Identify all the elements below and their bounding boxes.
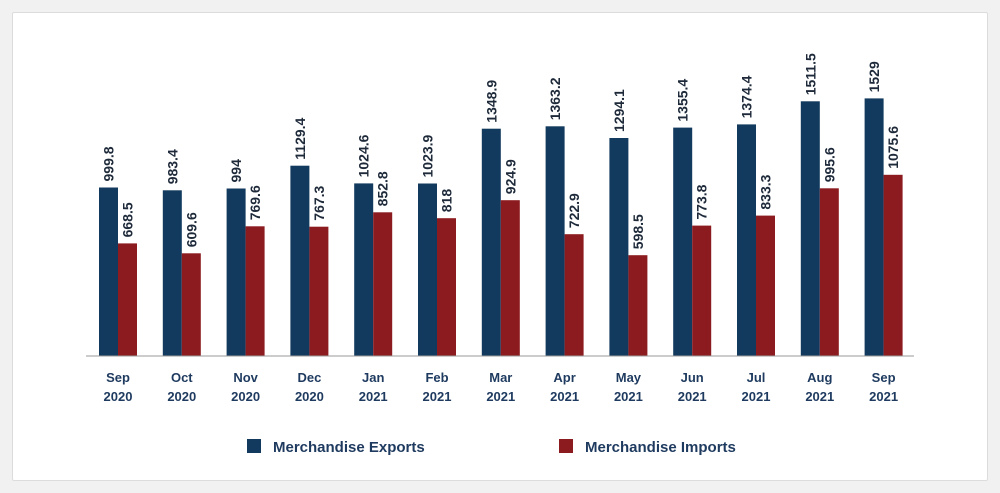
bar-imports-6	[500, 200, 520, 356]
value-label-exports-10: 1374.4	[739, 75, 755, 118]
value-label-imports-6: 924.9	[502, 159, 518, 194]
legend: Merchandise Exports Merchandise Imports	[247, 439, 736, 456]
x-tick-month-9: Jun	[681, 370, 704, 385]
bar-imports-5	[437, 218, 456, 356]
legend-label-imports: Merchandise Imports	[585, 439, 736, 456]
x-tick-month-7: Apr	[553, 370, 575, 385]
x-tick-year-1: 2020	[167, 389, 196, 404]
bar-exports-12	[864, 98, 884, 357]
value-label-exports-7: 1363.2	[547, 77, 563, 120]
bar-exports-10	[737, 124, 756, 357]
value-label-imports-7: 722.9	[566, 193, 582, 228]
value-label-imports-0: 668.5	[120, 202, 136, 237]
value-label-imports-8: 598.5	[630, 214, 646, 249]
x-tick-year-0: 2020	[104, 389, 133, 404]
x-tick-year-4: 2021	[359, 389, 388, 404]
bar-imports-4	[373, 212, 393, 356]
value-label-imports-10: 833.3	[758, 174, 774, 209]
bar-exports-0	[99, 187, 118, 356]
bar-exports-6	[481, 128, 501, 356]
value-label-imports-11: 995.6	[821, 147, 837, 182]
x-tick-month-2: Nov	[233, 370, 258, 385]
value-label-exports-12: 1529	[866, 61, 882, 92]
value-label-imports-9: 773.8	[694, 184, 710, 219]
bar-exports-1	[162, 190, 182, 356]
x-tick-month-5: Feb	[425, 370, 448, 385]
legend-label-exports: Merchandise Exports	[273, 439, 425, 456]
value-label-imports-5: 818	[439, 189, 455, 213]
x-tick-year-6: 2021	[486, 389, 515, 404]
x-tick-month-6: Mar	[489, 370, 512, 385]
value-label-imports-1: 609.6	[183, 212, 199, 247]
x-tick-year-5: 2021	[423, 389, 452, 404]
bar-exports-7	[545, 126, 565, 356]
value-label-imports-3: 767.3	[311, 185, 327, 220]
x-tick-month-0: Sep	[106, 370, 130, 385]
x-tick-month-10: Jul	[747, 370, 766, 385]
x-tick-year-8: 2021	[614, 389, 643, 404]
bar-exports-5	[418, 183, 437, 356]
x-tick-year-12: 2021	[869, 389, 898, 404]
x-tick-month-3: Dec	[297, 370, 321, 385]
bar-exports-8	[609, 138, 629, 356]
value-label-exports-2: 994	[228, 159, 244, 183]
bar-imports-10	[756, 215, 775, 356]
bar-imports-3	[309, 226, 329, 356]
bar-imports-2	[245, 226, 265, 356]
value-label-imports-2: 769.6	[247, 185, 263, 220]
bar-imports-0	[118, 243, 137, 356]
legend-swatch-exports	[247, 439, 261, 453]
value-label-exports-4: 1024.6	[356, 134, 372, 177]
legend-swatch-imports	[559, 439, 573, 453]
x-tick-month-8: May	[616, 370, 642, 385]
value-label-exports-11: 1511.5	[802, 53, 818, 95]
x-tick-month-4: Jan	[362, 370, 384, 385]
bar-imports-12	[883, 174, 903, 356]
bar-exports-9	[673, 127, 693, 356]
value-label-imports-12: 1075.6	[885, 126, 901, 169]
value-label-exports-8: 1294.1	[611, 89, 627, 132]
x-tick-month-12: Sep	[872, 370, 896, 385]
value-label-exports-0: 999.8	[101, 146, 117, 181]
bar-imports-8	[628, 255, 648, 356]
bar-imports-1	[181, 253, 201, 356]
bar-imports-9	[692, 225, 712, 356]
x-tick-month-11: Aug	[807, 370, 832, 385]
x-tick-year-10: 2021	[742, 389, 771, 404]
value-label-exports-1: 983.4	[164, 149, 180, 184]
value-label-exports-9: 1355.4	[675, 79, 691, 122]
x-tick-year-11: 2021	[805, 389, 834, 404]
x-tick-year-7: 2021	[550, 389, 579, 404]
x-tick-year-3: 2020	[295, 389, 324, 404]
bar-imports-7	[564, 234, 584, 356]
bar-exports-3	[290, 165, 310, 356]
bar-exports-4	[354, 183, 374, 356]
value-label-imports-4: 852.8	[375, 171, 391, 206]
x-tick-labels-group: Sep 2020 Oct 2020 Nov 2020 Dec 2020 Jan 2021 Feb 20…	[104, 370, 899, 404]
value-label-exports-5: 1023.9	[420, 134, 436, 177]
value-label-exports-3: 1129.4	[292, 117, 308, 159]
bars-group	[99, 98, 903, 357]
x-tick-year-9: 2021	[678, 389, 707, 404]
value-label-exports-6: 1348.9	[483, 80, 499, 123]
x-tick-year-2: 2020	[231, 389, 260, 404]
bar-exports-2	[226, 188, 246, 356]
bar-imports-11	[819, 188, 839, 356]
x-tick-month-1: Oct	[171, 370, 193, 385]
bar-exports-11	[800, 101, 820, 356]
